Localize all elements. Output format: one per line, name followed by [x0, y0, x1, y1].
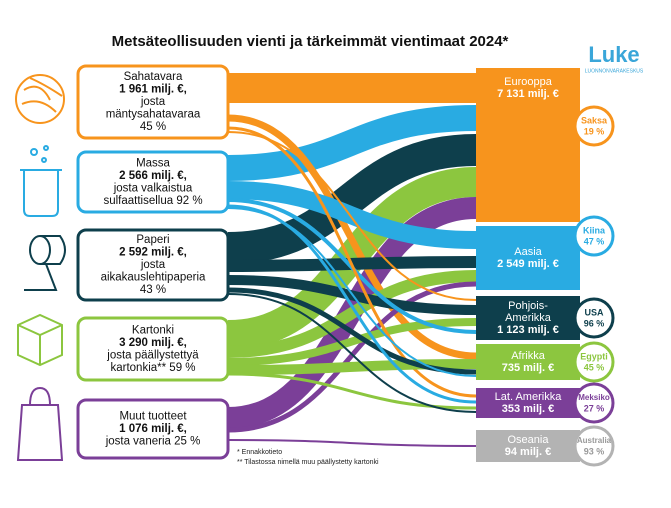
flow — [227, 207, 477, 377]
region-box — [476, 296, 580, 340]
product-text: 45 % — [140, 121, 166, 133]
country-badge — [573, 297, 615, 339]
product-text: josta vaneria 25 % — [105, 436, 201, 448]
region-box — [476, 388, 580, 418]
country-badge — [573, 105, 615, 147]
product-box — [76, 316, 230, 382]
region-text: Amerikka — [505, 312, 552, 324]
flow — [227, 318, 477, 366]
country-text: 45 % — [584, 362, 605, 372]
region-text: 2 549 milj. € — [497, 258, 559, 270]
roll-icon — [29, 235, 51, 265]
country-text: 19 % — [584, 126, 605, 136]
product-box — [76, 150, 230, 214]
product-text: josta — [140, 259, 166, 271]
region-text: Pohjois- — [508, 300, 548, 312]
product-box — [76, 398, 230, 460]
product-text: josta päällystettyä — [106, 349, 199, 361]
roll-sheet — [24, 235, 66, 291]
product-text: aikakauslehtipaperia — [101, 272, 206, 284]
region-text: Oseania — [508, 434, 550, 446]
region-text: 1 123 milj. € — [497, 324, 559, 336]
product-box — [76, 64, 230, 140]
beaker-icon — [20, 169, 62, 217]
region-text: 353 milj. € — [502, 403, 555, 415]
footnote: * Ennakkotieto — [237, 449, 282, 456]
flow — [227, 293, 477, 413]
country-badge — [573, 215, 615, 257]
product-text: 1 076 milj. €, — [119, 423, 187, 435]
region-text: 7 131 milj. € — [497, 88, 559, 100]
footnote: ** Tilastossa nimellä muu päällystetty k… — [237, 459, 379, 466]
flow — [227, 131, 477, 301]
icons — [15, 74, 66, 461]
flow — [227, 126, 477, 398]
country-badge — [573, 341, 615, 383]
region-box — [476, 344, 580, 380]
product-text: sulfaattisellua 92 % — [103, 195, 202, 207]
flow — [227, 275, 477, 315]
wood-grain — [21, 77, 63, 113]
country-badge — [573, 382, 615, 424]
region-box — [476, 68, 580, 222]
country-badge — [573, 425, 615, 467]
product-text: Paperi — [136, 234, 169, 246]
product-text: 43 % — [140, 284, 166, 296]
region-text: Eurooppa — [504, 76, 553, 88]
bubble — [30, 148, 38, 156]
country-text: Meksiko — [578, 393, 610, 402]
flow — [227, 270, 477, 358]
country-text: USA — [584, 307, 604, 317]
wood-icon — [15, 74, 65, 124]
product-text: 2 566 milj. €, — [119, 170, 187, 182]
product-text: Sahatavara — [124, 71, 183, 83]
country-text: 93 % — [584, 446, 605, 456]
logo: Luke — [588, 42, 639, 67]
product-text: josta valkaistua — [113, 182, 193, 194]
flow — [227, 134, 477, 264]
country-text: Egypti — [580, 351, 608, 361]
country-text: 96 % — [584, 318, 605, 328]
flows — [227, 72, 477, 447]
product-text: 1 961 milj. €, — [119, 84, 187, 96]
flow — [227, 359, 477, 375]
flow — [227, 105, 477, 181]
country-text: Australia — [577, 436, 612, 445]
flow — [227, 439, 477, 447]
product-box — [76, 228, 230, 302]
flow — [227, 198, 477, 334]
product-text: mäntysahatavaraa — [106, 109, 201, 121]
product-text: 2 592 milj. €, — [119, 247, 187, 259]
product-text: Massa — [136, 157, 170, 169]
bubble — [43, 145, 49, 151]
region-text: Lat. Amerikka — [495, 391, 563, 403]
region-text: Aasia — [514, 246, 542, 258]
country-text: Kiina — [583, 225, 606, 235]
product-text: josta — [140, 96, 166, 108]
bubble — [41, 157, 47, 163]
product-text: kartonkia** 59 % — [110, 362, 195, 374]
country-text: 27 % — [584, 403, 605, 413]
logo-subtitle: LUONNONVARAKESKUS — [585, 68, 644, 74]
region-box — [476, 430, 580, 462]
box-icon — [17, 313, 63, 367]
region-text: 735 milj. € — [502, 362, 555, 374]
region-text: Afrikka — [511, 350, 546, 362]
product-text: Kartonki — [132, 324, 174, 336]
region-box — [476, 226, 580, 290]
bag-icon — [16, 386, 64, 461]
country-text: Saksa — [581, 115, 608, 125]
region-text: 94 milj. € — [505, 446, 551, 458]
title: Metsäteollisuuden vienti ja tärkeimmät v… — [112, 33, 509, 50]
country-text: 47 % — [584, 236, 605, 246]
flow — [227, 114, 477, 360]
product-text: 3 290 milj. €, — [119, 337, 187, 349]
product-text: Muut tuotteet — [119, 411, 187, 423]
